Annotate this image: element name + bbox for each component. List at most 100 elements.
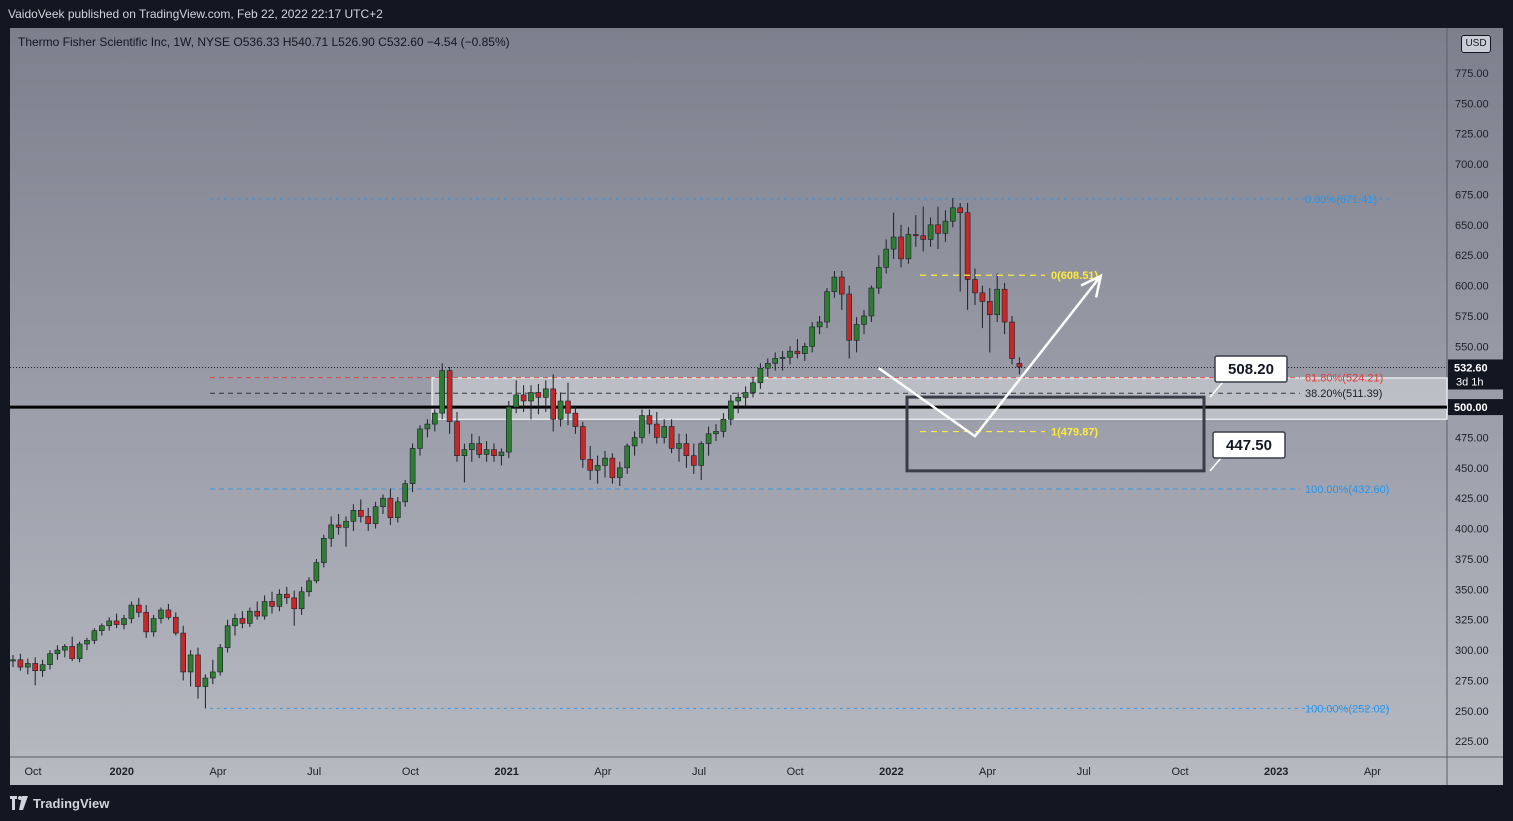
candle-body [17,659,24,668]
candle-body [949,207,956,222]
currency-badge[interactable]: USD [1461,35,1491,53]
candle-body [735,397,742,402]
annotation-callout[interactable] [1212,431,1286,459]
x-tick-label: Apr [209,766,226,778]
x-tick-label: Oct [787,766,804,778]
x-tick-label: 2023 [1264,766,1288,778]
candle-body [676,443,682,449]
candle-body [269,601,275,607]
candle-body [61,646,68,651]
candle-body [942,220,949,234]
candle-body [602,457,608,466]
candle-body [158,609,164,619]
candle-body [394,501,401,518]
candle-body [787,350,793,358]
candle-body [106,620,112,627]
candle-body [587,459,594,471]
candle-body [994,288,1001,316]
y-tick-label: 275.00 [1455,675,1489,687]
candle-body [720,418,727,432]
price-label-badge[interactable] [1448,399,1503,416]
candle-body [313,562,320,582]
candle-body [439,370,446,414]
y-tick-label: 700.00 [1455,159,1489,171]
candle-body [387,497,394,518]
y-tick-label: 425.00 [1455,493,1489,505]
candle-body [283,593,290,599]
candle-body [25,663,31,668]
x-tick-label: Jul [307,766,321,778]
y-tick-label: 625.00 [1455,250,1489,262]
candle-body [542,388,549,398]
chart-svg[interactable]: 225.00 250.00 275.00 300.00 325.00 350.00 375.… [10,28,1503,785]
candle-body [357,510,364,517]
y-tick-label: 575.00 [1455,311,1489,323]
candle-body [232,618,238,627]
projection-arrowhead [1080,273,1103,298]
candle-body [1009,321,1015,359]
candle-body [91,630,98,641]
candle-body [1001,288,1008,323]
y-tick-label: 775.00 [1455,68,1489,80]
candle-body [402,483,409,503]
candle-body [84,640,90,645]
candle-body [683,443,690,456]
candle-body [905,234,912,260]
y-tick-label: 300.00 [1455,645,1489,657]
candle-body [579,426,586,460]
x-tick-label: Oct [1171,766,1188,778]
callout-pointer [1209,457,1222,472]
annotation-callout-label: 508.20 [1228,361,1274,378]
x-tick-label: Jul [692,766,706,778]
last-price-badge[interactable] [1448,359,1503,390]
x-tick-label: Apr [1364,766,1381,778]
candle-body [180,632,186,673]
candle-body [935,224,941,234]
candle-body [69,646,76,659]
candle-body [195,654,201,687]
x-tick-label: Apr [594,766,611,778]
candle-body [39,664,46,672]
candle-body [380,497,386,508]
candle-body [690,455,697,466]
y-tick-label: 550.00 [1455,341,1489,353]
candle-body [698,443,705,466]
chart-area[interactable]: 225.00 250.00 275.00 300.00 325.00 350.00 375.… [10,28,1503,785]
fib-level-label: 0.00%(671.41) [1305,194,1377,206]
annotation-callout[interactable] [1214,355,1288,383]
candle-body [861,315,867,325]
y-tick-label: 600.00 [1455,281,1489,293]
candle-body [639,415,645,438]
candle-body [454,421,460,456]
candle-body [128,604,135,619]
x-tick-label: Apr [979,766,996,778]
fib2-level-label: 61.80%(524.21) [1305,373,1383,385]
candle-body [372,506,379,525]
y-tick-label: 750.00 [1455,98,1489,110]
y-tick-label: 250.00 [1455,706,1489,718]
candle-body [890,236,897,250]
candle-body [247,610,253,624]
projection-path[interactable] [878,275,1102,438]
target-box[interactable] [905,395,1206,473]
candle-body [868,287,875,317]
candle-body [431,412,438,425]
candle-body [150,618,157,633]
candle-body [254,610,260,617]
x-tick-label: Oct [402,766,419,778]
candle-body [794,350,801,354]
y-tick-label: 225.00 [1455,736,1489,748]
candle-body [853,324,860,341]
footer: TradingView [0,785,1513,821]
y-tick-label: 325.00 [1455,615,1489,627]
candle-body [750,382,756,393]
candle-body [757,367,764,384]
candle-body [653,423,660,438]
candle-body [143,612,149,633]
candle-body [883,248,890,268]
candle-body [520,394,527,402]
last-price-label: 532.60 [1454,362,1488,374]
x-tick-label: 2021 [494,766,518,778]
candle-body [306,580,312,593]
annotation-callout-label: 447.50 [1226,437,1272,454]
